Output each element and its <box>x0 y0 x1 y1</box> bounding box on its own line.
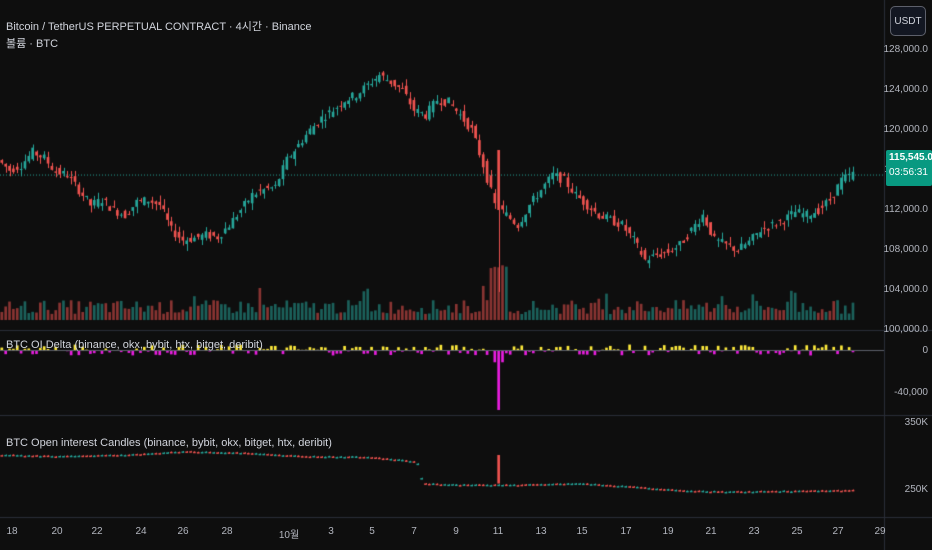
oi-candles-axis-high: 350K <box>904 417 928 428</box>
time-tick: 25 <box>791 526 803 537</box>
last-price: 115,545.0 <box>889 152 932 163</box>
currency-button[interactable]: USDT <box>890 6 926 36</box>
time-tick: 11 <box>492 526 504 537</box>
price-tick: 124,000.0 <box>883 84 929 95</box>
time-tick: 22 <box>91 526 103 537</box>
price-tick: 128,000.0 <box>883 44 929 55</box>
oi-candles-axis-low: 250K <box>904 484 928 495</box>
time-tick: 18 <box>6 526 18 537</box>
symbol-title[interactable]: Bitcoin / TetherUS PERPETUAL CONTRACT · … <box>6 21 312 33</box>
bar-countdown: 03:56:31 <box>889 167 928 178</box>
price-tick: 112,000.0 <box>884 204 928 215</box>
time-tick: 24 <box>135 526 147 537</box>
time-tick: 13 <box>535 526 547 537</box>
time-tick: 15 <box>576 526 588 537</box>
time-tick: 29 <box>874 526 886 537</box>
time-tick: 23 <box>748 526 760 537</box>
oi-candles-title[interactable]: BTC Open interest Candles (binance, bybi… <box>6 437 332 449</box>
price-tick: 104,000.0 <box>883 284 929 295</box>
volume-label[interactable]: 볼륨 · BTC <box>6 38 59 50</box>
price-tick: 100,000.0 <box>883 324 929 335</box>
oi-delta-axis-zero: 0 <box>922 345 928 356</box>
time-tick: 28 <box>221 526 233 537</box>
oi-delta-axis-low: -40,000 <box>894 387 928 398</box>
price-tick: 108,000.0 <box>883 244 929 255</box>
time-tick: 5 <box>369 526 375 537</box>
time-tick: 17 <box>620 526 632 537</box>
time-tick: 27 <box>832 526 844 537</box>
time-tick: 10월 <box>278 530 300 541</box>
time-tick: 26 <box>177 526 189 537</box>
time-tick: 19 <box>662 526 674 537</box>
time-tick: 9 <box>453 526 459 537</box>
time-tick: 3 <box>328 526 334 537</box>
time-tick: 21 <box>705 526 717 537</box>
time-tick: 20 <box>51 526 63 537</box>
last-price-tag: 115,545.0 03:56:31 <box>886 150 932 186</box>
time-tick: 7 <box>411 526 417 537</box>
price-tick: 120,000.0 <box>883 124 929 135</box>
oi-delta-title[interactable]: BTC OI Delta (binance, okx, bybit, htx, … <box>6 339 263 351</box>
